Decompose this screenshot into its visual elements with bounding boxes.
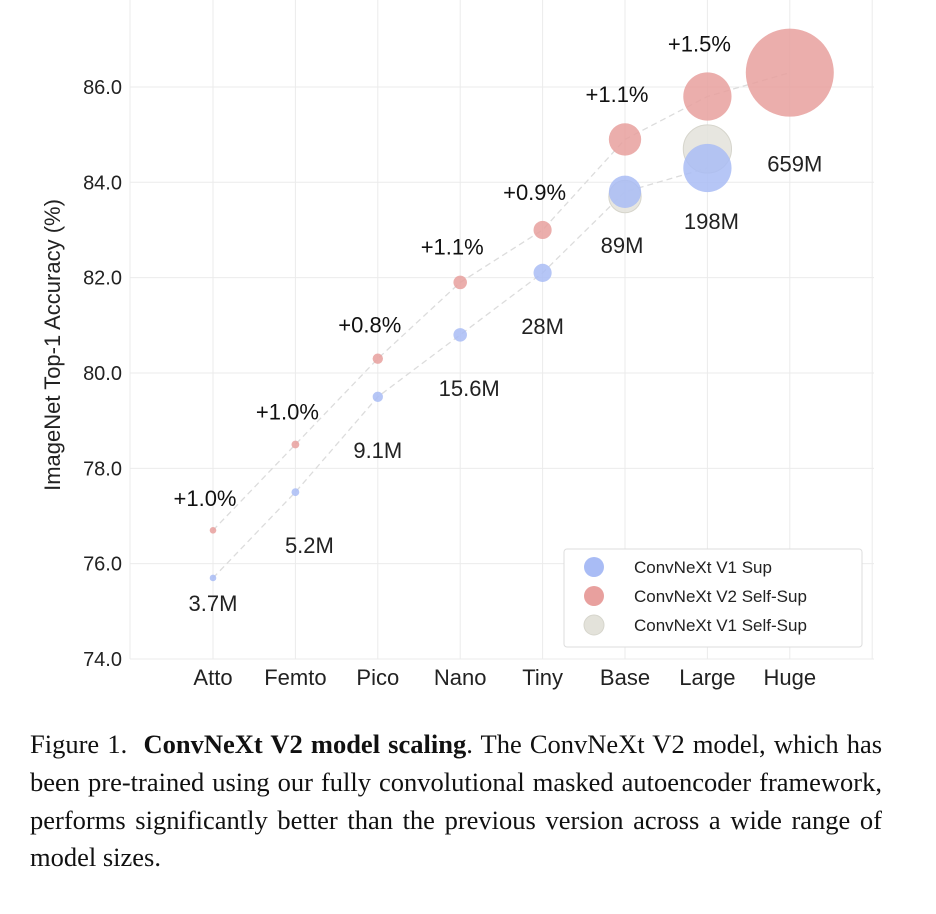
legend-marker [584, 586, 604, 606]
improvement-label: +0.9% [503, 180, 566, 205]
param-label: 28M [521, 314, 564, 339]
param-label: 3.7M [189, 591, 238, 616]
x-tick-label: Femto [264, 665, 326, 690]
data-point [745, 28, 834, 117]
legend-marker [584, 557, 604, 577]
legend: ConvNeXt V1 Sup ConvNeXt V2 Self-Sup ConvN… [563, 548, 863, 648]
data-point [683, 143, 732, 193]
improvement-label: +1.0% [174, 486, 237, 511]
x-tick-label: Tiny [522, 665, 563, 690]
legend-label: ConvNeXt V2 Self-Sup [634, 587, 807, 606]
y-tick-label: 84.0 [83, 172, 122, 194]
data-point [372, 391, 383, 402]
legend-box [563, 548, 863, 648]
param-label: 89M [601, 233, 644, 258]
caption-title: ConvNeXt V2 model scaling [143, 729, 467, 759]
param-label: 5.2M [285, 533, 334, 558]
x-tick-label: Large [679, 665, 735, 690]
data-point [209, 574, 217, 582]
caption-text: . The ConvNeXt V2 model, which has been … [30, 729, 883, 873]
x-tick-label: Base [600, 665, 650, 690]
data-point [209, 526, 217, 534]
improvement-label: +1.5% [668, 31, 731, 56]
param-label: 9.1M [353, 438, 402, 463]
improvement-label: +1.1% [586, 82, 649, 107]
data-point [291, 488, 300, 497]
bubble-chart: +1.0% +1.0% +0.8% +1.1% +0.9% +1.1% +1.5% 3.7M 5… [40, 0, 874, 690]
y-axis-label: ImageNet Top-1 Accuracy (%) [40, 199, 65, 491]
x-tick-label: Atto [193, 665, 232, 690]
legend-label: ConvNeXt V1 Sup [634, 558, 772, 577]
data-point [608, 175, 642, 209]
improvement-label: +1.0% [256, 400, 319, 425]
y-tick-label: 82.0 [83, 268, 122, 290]
data-point [608, 123, 642, 156]
param-label: 198M [684, 209, 739, 234]
grid [129, 0, 874, 660]
y-tick-label: 80.0 [83, 363, 122, 385]
param-label: 659M [767, 152, 822, 177]
x-tick-label: Nano [434, 665, 487, 690]
y-tick-label: 74.0 [83, 649, 122, 671]
data-point [533, 263, 552, 282]
data-point [533, 220, 552, 240]
data-point [453, 328, 467, 342]
annotations: +1.0% +1.0% +0.8% +1.1% +0.9% +1.1% +1.5% 3.7M 5… [174, 31, 823, 616]
y-tick-label: 86.0 [83, 77, 122, 99]
x-tick-label: Pico [356, 665, 399, 690]
data-point [683, 72, 732, 121]
improvement-label: +0.8% [338, 313, 401, 338]
y-tick-label: 76.0 [83, 554, 122, 576]
data-point [453, 275, 467, 290]
caption-label: Figure 1. [30, 729, 128, 759]
data-point [372, 353, 383, 364]
data-point [291, 440, 300, 449]
x-tick-label: Huge [764, 665, 817, 690]
bubbles [209, 28, 834, 582]
improvement-label: +1.1% [421, 235, 484, 260]
figure-caption: Figure 1. ConvNeXt V2 model scaling. The… [30, 726, 882, 877]
param-label: 15.6M [439, 376, 500, 401]
y-tick-label: 78.0 [83, 458, 122, 480]
legend-marker [583, 614, 605, 636]
axes: 74.0 76.0 78.0 80.0 82.0 84.0 86.0 Atto Femto Pic… [83, 77, 816, 690]
legend-label: ConvNeXt V1 Self-Sup [634, 616, 807, 635]
